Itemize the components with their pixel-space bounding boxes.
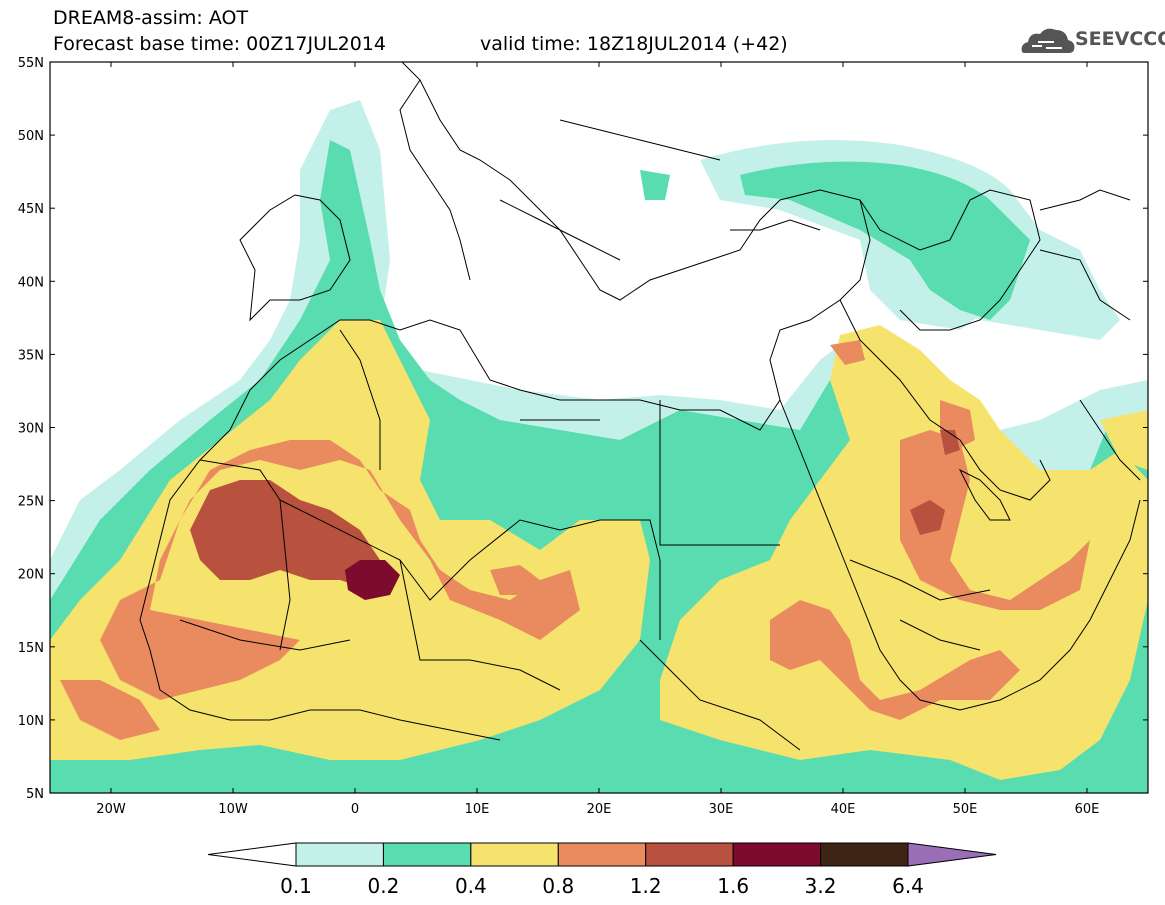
colorbar-swatch	[645, 842, 734, 867]
lon-label-60E: 60E	[1075, 802, 1100, 817]
colorbar-swatch	[295, 842, 384, 867]
logo-text: SEEVCCC	[1075, 28, 1165, 50]
colorbar-swatch	[382, 842, 472, 867]
lat-label-35N: 35N	[18, 348, 44, 363]
colorbar-label-0.8: 0.8	[542, 874, 574, 898]
lon-label-30E: 30E	[709, 802, 734, 817]
colorbar-label-1.6: 1.6	[717, 874, 749, 898]
lat-label-10N: 10N	[18, 714, 44, 729]
valid-time: valid time: 18Z18JUL2014 (+42)	[480, 33, 788, 55]
latitude-axis: 55N 50N 45N 40N 35N 30N 25N 20N 15N 10N 5N	[18, 56, 1148, 802]
colorbar-high-arrow	[907, 842, 997, 867]
lat-label-5N: 5N	[26, 787, 44, 802]
colorbar-label-0.4: 0.4	[455, 874, 487, 898]
map-title: DREAM8-assim: AOT	[53, 7, 249, 29]
lon-label-10E: 10E	[465, 802, 490, 817]
colorbar-label-0.2: 0.2	[368, 874, 400, 898]
forecast-base-time: Forecast base time: 00Z17JUL2014	[53, 33, 386, 55]
colorbar-label-1.2: 1.2	[630, 874, 662, 898]
lat-label-25N: 25N	[18, 495, 44, 510]
colorbar-label-6.4: 6.4	[892, 874, 924, 898]
lat-label-55N: 55N	[18, 56, 44, 71]
lon-label-10W: 10W	[218, 802, 248, 817]
colorbar: 0.1 0.2 0.4 0.8 1.2 1.6 3.2 6.4	[207, 842, 997, 898]
lat-label-45N: 45N	[18, 202, 44, 217]
longitude-axis: 20W 10W 0 10E 20E 30E 40E 50E 60E	[96, 62, 1099, 817]
cloud-icon	[1021, 28, 1075, 53]
lat-label-40N: 40N	[18, 275, 44, 290]
lon-label-50E: 50E	[953, 802, 978, 817]
colorbar-swatch	[470, 842, 559, 867]
colorbar-swatch	[732, 842, 822, 867]
aot-field	[50, 62, 1148, 793]
colorbar-label-0.1: 0.1	[280, 874, 312, 898]
colorbar-low-arrow	[207, 842, 297, 867]
lon-label-20W: 20W	[96, 802, 126, 817]
lon-label-40E: 40E	[831, 802, 856, 817]
lon-label-0: 0	[351, 802, 359, 817]
lat-label-50N: 50N	[18, 129, 44, 144]
lat-label-30N: 30N	[18, 422, 44, 437]
lat-label-20N: 20N	[18, 568, 44, 583]
colorbar-swatch	[557, 842, 647, 867]
colorbar-label-3.2: 3.2	[805, 874, 837, 898]
colorbar-swatch	[820, 842, 909, 867]
lat-label-15N: 15N	[18, 641, 44, 656]
lon-label-20E: 20E	[587, 802, 612, 817]
